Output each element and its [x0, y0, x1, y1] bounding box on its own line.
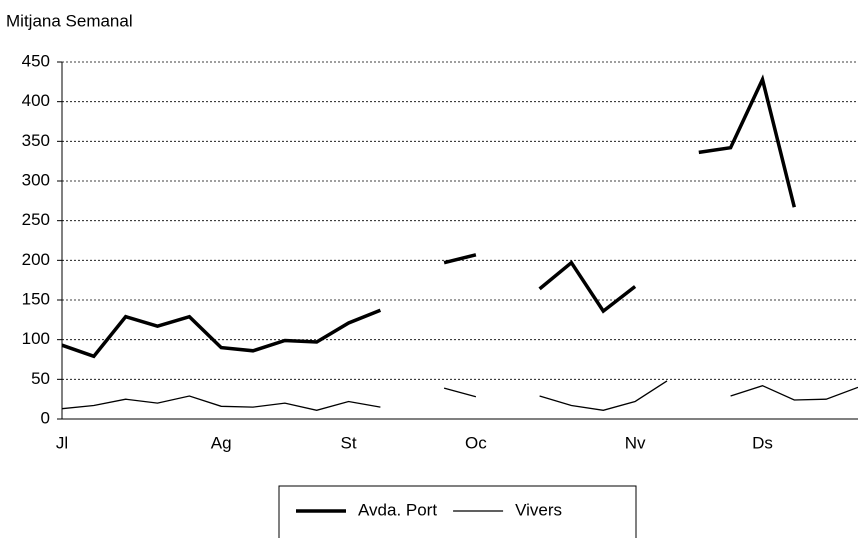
x-tick-label: St [341, 433, 357, 452]
legend-label: Avda. Port [358, 500, 437, 519]
x-tick-label: Jl [56, 433, 68, 452]
x-tick-label: Ag [211, 433, 232, 452]
y-tick-label: 150 [22, 289, 50, 308]
y-tick-label: 100 [22, 329, 50, 348]
legend-box [278, 485, 637, 538]
y-tick-label: 50 [31, 369, 50, 388]
y-tick-label: 400 [22, 91, 50, 110]
y-tick-label: 350 [22, 131, 50, 150]
x-tick-label: Oc [465, 433, 487, 452]
y-tick-label: 300 [22, 170, 50, 189]
line-series [61, 74, 796, 359]
legend-label: Vivers [515, 500, 562, 519]
y-tick-label: 0 [41, 408, 50, 427]
y-tick-label: 250 [22, 210, 50, 229]
x-tick-label: Nv [625, 433, 646, 452]
y-tick-label: 450 [22, 51, 50, 70]
y-axis-title: Mitjana Semanal [6, 11, 133, 30]
y-tick-label: 200 [22, 250, 50, 269]
line-series [61, 380, 858, 411]
x-tick-label: Ds [752, 433, 773, 452]
